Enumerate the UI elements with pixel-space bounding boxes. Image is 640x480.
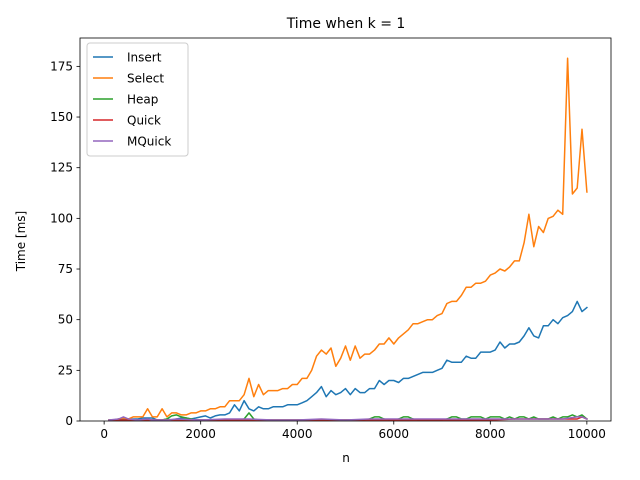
x-tick-label: 0	[100, 427, 108, 441]
y-axis-label: Time [ms]	[14, 211, 28, 273]
series-line-mquick	[108, 416, 588, 421]
y-tick-label: 25	[58, 363, 73, 377]
y-axis-ticks: 0 25 50 75 100 125 150 175	[50, 59, 80, 428]
legend-box	[86, 42, 189, 157]
x-tick-label: 6000	[378, 427, 409, 441]
y-tick-label: 50	[58, 313, 73, 327]
legend-label-mquick: MQuick	[127, 135, 171, 149]
y-tick-label: 75	[58, 262, 73, 276]
x-axis-label: n	[342, 451, 350, 465]
y-tick-label: 175	[50, 59, 73, 73]
x-tick-label: 10000	[568, 427, 606, 441]
legend-label-select: Select	[127, 72, 164, 86]
legend-label-heap: Heap	[127, 93, 158, 107]
x-tick-label: 4000	[282, 427, 313, 441]
plot-area	[79, 37, 612, 422]
legend-label-insert: Insert	[127, 51, 162, 65]
series-line-heap	[108, 412, 588, 421]
x-tick-label: 8000	[475, 427, 506, 441]
y-tick-label: 0	[65, 414, 73, 428]
series-line-insert	[108, 300, 588, 421]
x-tick-label: 2000	[185, 427, 216, 441]
plot-frame	[79, 37, 612, 422]
y-tick-label: 150	[50, 110, 73, 124]
legend-label-quick: Quick	[127, 114, 161, 128]
y-tick-label: 100	[50, 211, 73, 225]
chart-title: Time when k = 1	[286, 16, 406, 32]
legend: Insert Select Heap Quick MQuick	[86, 42, 189, 157]
y-tick-label: 125	[50, 161, 73, 175]
series-line-select	[108, 57, 588, 421]
x-axis-ticks: 0 2000 4000 6000 8000 10000	[100, 421, 606, 441]
